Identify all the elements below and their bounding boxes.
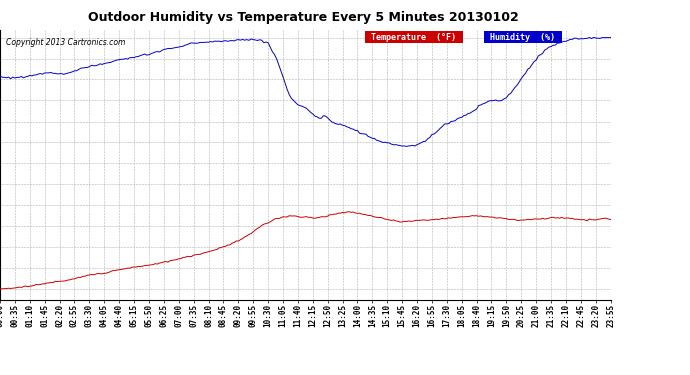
Text: Humidity  (%): Humidity (%) [486, 33, 560, 42]
Text: Copyright 2013 Cartronics.com: Copyright 2013 Cartronics.com [6, 38, 126, 47]
Text: Outdoor Humidity vs Temperature Every 5 Minutes 20130102: Outdoor Humidity vs Temperature Every 5 … [88, 11, 519, 24]
Text: Temperature  (°F): Temperature (°F) [366, 33, 462, 42]
